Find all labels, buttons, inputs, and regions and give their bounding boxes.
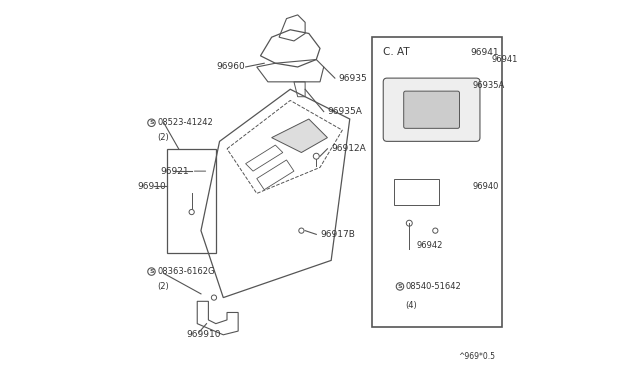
Polygon shape	[271, 119, 328, 153]
FancyBboxPatch shape	[383, 78, 480, 141]
Text: 96935: 96935	[339, 74, 367, 83]
Text: 96935A: 96935A	[328, 107, 362, 116]
Text: (2): (2)	[157, 282, 169, 291]
Text: 96941: 96941	[470, 48, 499, 57]
FancyBboxPatch shape	[404, 91, 460, 128]
Text: 96921: 96921	[160, 167, 189, 176]
Text: C. AT: C. AT	[383, 47, 410, 57]
Text: 96910: 96910	[138, 182, 166, 190]
Text: S: S	[149, 120, 154, 125]
Text: (2): (2)	[157, 133, 169, 142]
Text: 96940: 96940	[472, 182, 499, 190]
Text: 96941: 96941	[491, 55, 518, 64]
Text: (4): (4)	[406, 301, 417, 310]
Text: 96917B: 96917B	[320, 230, 355, 239]
Text: 96960: 96960	[217, 62, 246, 71]
Text: 08363-6162G: 08363-6162G	[157, 267, 214, 276]
Text: S: S	[149, 269, 154, 274]
Text: 08540-51642: 08540-51642	[406, 282, 461, 291]
Text: 96935A: 96935A	[472, 81, 505, 90]
Text: ^969*0.5: ^969*0.5	[458, 352, 495, 361]
Text: 96912A: 96912A	[331, 144, 366, 153]
Text: 96942: 96942	[417, 241, 443, 250]
Text: 08523-41242: 08523-41242	[157, 118, 213, 127]
Text: 969910: 969910	[186, 330, 221, 339]
FancyBboxPatch shape	[372, 37, 502, 327]
Text: S: S	[397, 284, 403, 289]
